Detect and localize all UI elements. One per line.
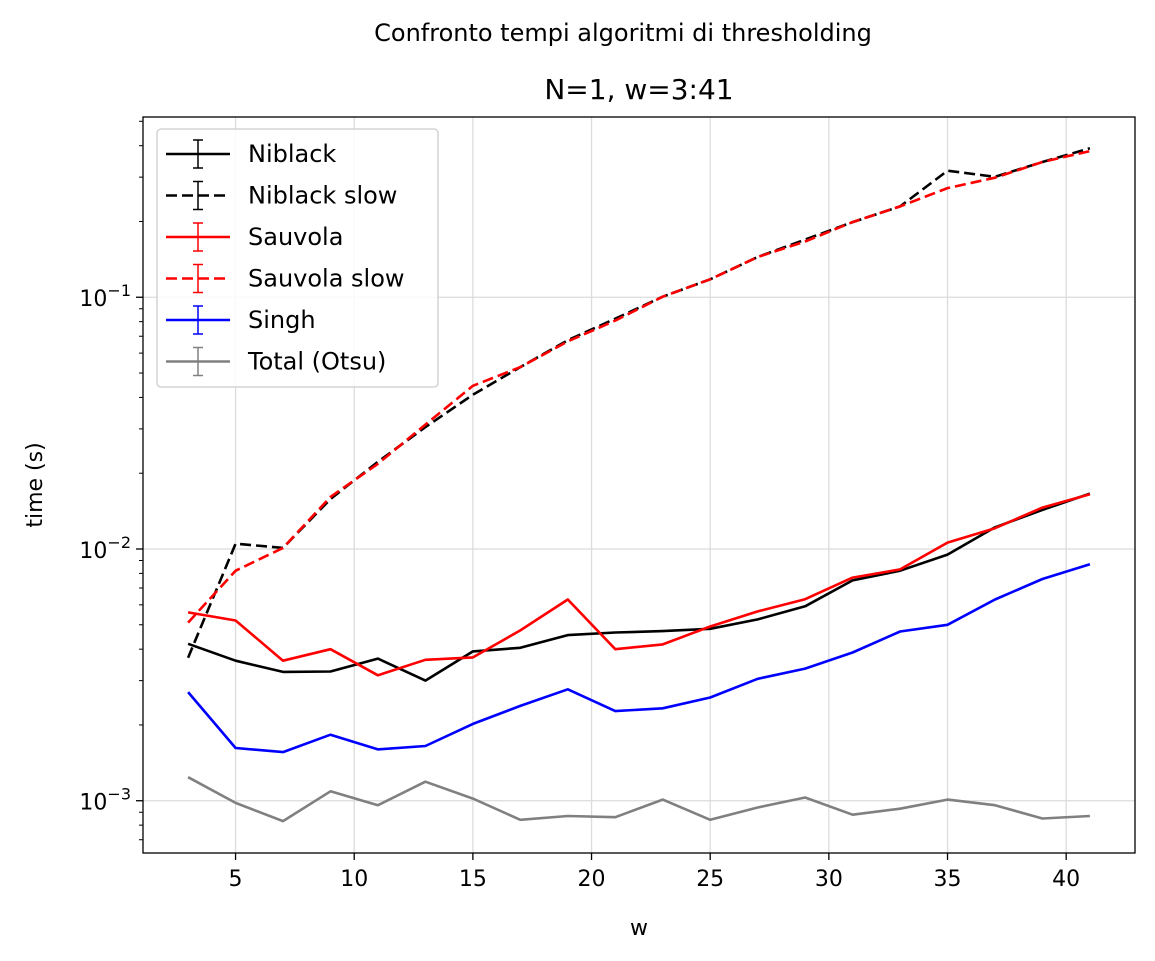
plot-frame bbox=[142, 116, 1136, 854]
legend-entry-total-otsu: Total (Otsu) bbox=[166, 346, 386, 377]
legend-entry-singh: Singh bbox=[166, 305, 316, 335]
x-tick-label: 25 bbox=[696, 867, 724, 892]
series-line-niblack bbox=[187, 492, 1091, 682]
legend-label: Singh bbox=[248, 306, 316, 334]
legend-entry-sauvola: Sauvola bbox=[166, 222, 343, 252]
legend-entry-niblack-slow: Niblack slow bbox=[166, 180, 397, 211]
series-line-sauvola-slow bbox=[187, 149, 1091, 624]
y-tick-label: 10−1 bbox=[79, 281, 131, 312]
plot-series bbox=[186, 147, 1091, 823]
x-tick-label: 40 bbox=[1052, 867, 1080, 892]
legend-label: Total (Otsu) bbox=[247, 348, 386, 376]
legend-label: Niblack slow bbox=[248, 182, 397, 210]
legend-label: Niblack bbox=[248, 140, 336, 168]
y-axis-ticks: 10−3 10−2 10−1 bbox=[79, 120, 143, 841]
series-line-total-otsu bbox=[187, 776, 1090, 823]
x-tick-label: 30 bbox=[815, 867, 843, 892]
x-tick-label: 15 bbox=[459, 867, 487, 892]
x-axis-ticks: 5 10 15 20 25 30 35 40 bbox=[229, 853, 1080, 892]
x-tick-label: 5 bbox=[229, 867, 243, 892]
chart-suptitle: Confronto tempi algoritmi di thresholdin… bbox=[374, 19, 872, 47]
x-tick-label: 10 bbox=[340, 867, 368, 892]
legend-entry-sauvola-slow: Sauvola slow bbox=[166, 263, 405, 294]
chart-title: N=1, w=3:41 bbox=[544, 73, 733, 106]
legend-label: Sauvola bbox=[248, 223, 343, 251]
x-tick-label: 35 bbox=[934, 867, 962, 892]
y-axis-label: time (s) bbox=[23, 442, 48, 527]
legend-entry-niblack: Niblack bbox=[166, 139, 336, 169]
y-tick-label: 10−2 bbox=[79, 533, 131, 564]
series-line-singh bbox=[187, 562, 1091, 754]
series-line-sauvola bbox=[187, 492, 1091, 677]
legend-label: Sauvola slow bbox=[248, 265, 405, 293]
x-axis-label: w bbox=[630, 916, 648, 941]
legend: Niblack Niblack slow Sauvola Sauvola slow Si… bbox=[156, 128, 439, 388]
x-tick-label: 20 bbox=[578, 867, 606, 892]
legend-box bbox=[156, 128, 439, 388]
y-tick-label: 10−3 bbox=[79, 785, 131, 816]
